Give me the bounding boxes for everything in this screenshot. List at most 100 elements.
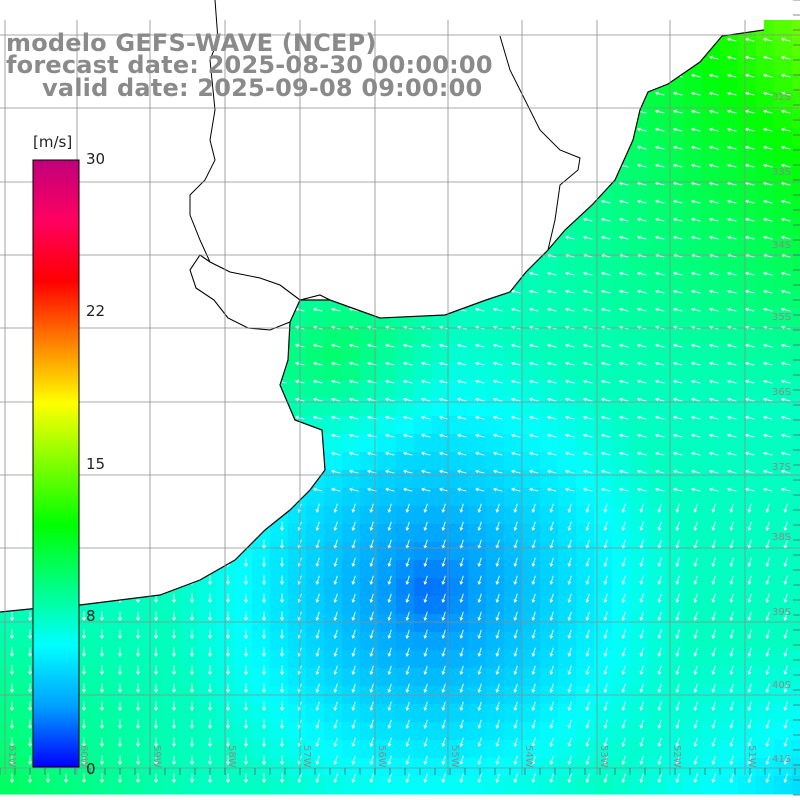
wind-cell <box>738 524 757 543</box>
wind-cell <box>486 704 505 723</box>
latitude-label: 39S <box>772 607 791 618</box>
wind-cell <box>792 92 800 111</box>
wind-cell <box>432 578 451 597</box>
wind-cell <box>684 776 703 795</box>
wind-cell <box>576 596 595 615</box>
wind-cell <box>270 740 289 759</box>
wind-cell <box>738 200 757 219</box>
wind-cell <box>756 74 775 93</box>
wind-cell <box>432 596 451 615</box>
wind-cell <box>720 110 739 129</box>
wind-cell <box>702 344 721 363</box>
wind-cell <box>18 632 37 651</box>
wind-cell <box>648 704 667 723</box>
wind-cell <box>432 704 451 723</box>
wind-cell <box>756 596 775 615</box>
wind-cell <box>576 308 595 327</box>
wind-cell <box>648 632 667 651</box>
wind-cell <box>450 434 469 453</box>
wind-cell <box>468 542 487 561</box>
wind-cell <box>666 542 685 561</box>
wind-cell <box>486 668 505 687</box>
wind-cell <box>324 776 343 795</box>
wind-cell <box>738 182 757 201</box>
wind-cell <box>630 236 649 255</box>
wind-cell <box>792 236 800 255</box>
wind-cell <box>558 344 577 363</box>
wind-cell <box>450 398 469 417</box>
wind-cell <box>342 488 361 507</box>
wind-cell <box>756 56 775 75</box>
wind-cell <box>198 776 217 795</box>
wind-cell <box>666 272 685 291</box>
colorbar-tick-8: 8 <box>86 607 96 625</box>
wind-cell <box>666 704 685 723</box>
wind-cell <box>522 416 541 435</box>
wind-cell <box>396 344 415 363</box>
wind-cell <box>684 110 703 129</box>
wind-cell <box>486 758 505 777</box>
wind-cell <box>774 326 793 345</box>
wind-cell <box>432 362 451 381</box>
wind-cell <box>540 614 559 633</box>
wind-cell <box>540 524 559 543</box>
wind-cell <box>144 704 163 723</box>
wind-cell <box>144 740 163 759</box>
wind-cell <box>342 452 361 471</box>
wind-cell <box>774 236 793 255</box>
wind-cell <box>432 506 451 525</box>
wind-cell <box>702 632 721 651</box>
wind-cell <box>702 614 721 633</box>
wind-cell <box>558 236 577 255</box>
wind-cell <box>720 326 739 345</box>
wind-cell <box>720 92 739 111</box>
wind-cell <box>792 200 800 219</box>
colorbar-unit: [m/s] <box>33 133 73 151</box>
wind-cell <box>774 488 793 507</box>
wind-cell <box>558 416 577 435</box>
wind-cell <box>558 290 577 309</box>
wind-cell <box>738 488 757 507</box>
wind-cell <box>522 632 541 651</box>
wind-cell <box>324 326 343 345</box>
wind-cell <box>702 722 721 741</box>
wind-cell <box>342 380 361 399</box>
wind-cell <box>702 308 721 327</box>
wind-cell <box>702 704 721 723</box>
wind-cell <box>666 650 685 669</box>
wind-cell <box>648 92 667 111</box>
wind-cell <box>0 704 19 723</box>
wind-cell <box>558 524 577 543</box>
wind-cell <box>792 218 800 237</box>
wind-cell <box>450 308 469 327</box>
wind-cell <box>612 596 631 615</box>
wind-cell <box>576 542 595 561</box>
wind-cell <box>666 506 685 525</box>
wind-cell <box>612 380 631 399</box>
wind-cell <box>288 506 307 525</box>
wind-cell <box>540 506 559 525</box>
wind-cell <box>540 416 559 435</box>
wind-cell <box>162 758 181 777</box>
wind-cell <box>720 416 739 435</box>
wind-cell <box>396 758 415 777</box>
wind-cell <box>630 452 649 471</box>
wind-cell <box>288 344 307 363</box>
wind-cell <box>648 182 667 201</box>
wind-cell <box>396 488 415 507</box>
wind-cell <box>108 722 127 741</box>
wind-cell <box>306 560 325 579</box>
wind-cell <box>378 452 397 471</box>
wind-cell <box>252 596 271 615</box>
wind-cell <box>792 362 800 381</box>
wind-cell <box>378 362 397 381</box>
wind-cell <box>360 560 379 579</box>
wind-cell <box>702 596 721 615</box>
wind-cell <box>630 758 649 777</box>
wind-cell <box>594 380 613 399</box>
wind-cell <box>540 542 559 561</box>
colorbar-tick-30: 30 <box>86 150 106 168</box>
wind-cell <box>270 578 289 597</box>
wind-cell <box>756 632 775 651</box>
wind-cell <box>756 380 775 399</box>
